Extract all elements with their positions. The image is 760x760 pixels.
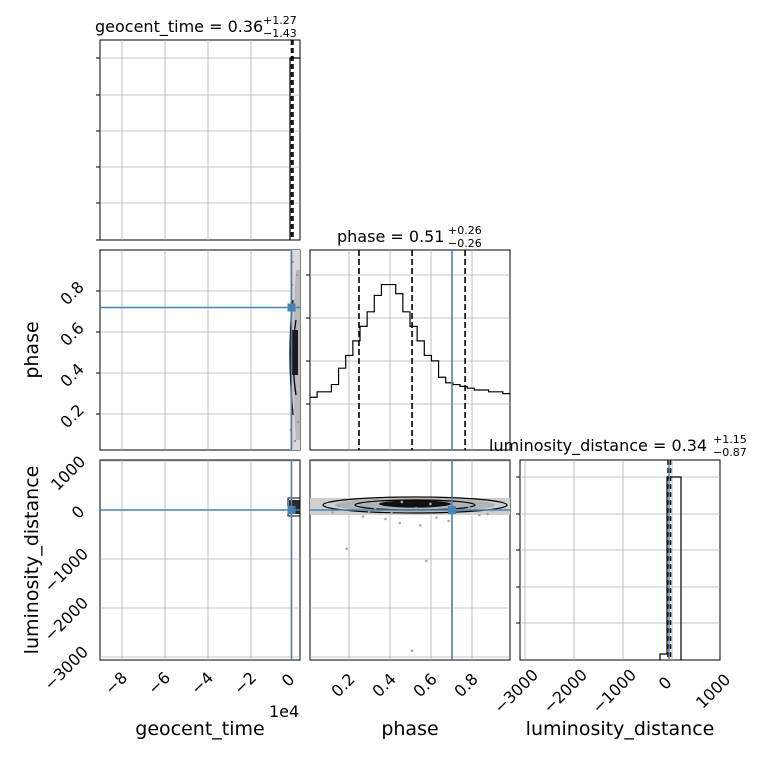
y-ticks [516, 476, 520, 624]
sample-point [478, 513, 481, 517]
panel-frame [99, 459, 301, 661]
x-tick-label: −2 [230, 668, 260, 698]
sample-point [467, 506, 471, 510]
x-tick-label: 0 [655, 673, 676, 694]
panel-frame [99, 249, 301, 451]
y-tick-label: 0 [68, 502, 89, 523]
y-ticks [96, 57, 100, 241]
x-tick-label: 0.6 [409, 669, 440, 700]
sample-point [331, 510, 334, 514]
truth-point [448, 506, 456, 514]
panel-frame [309, 459, 511, 661]
title-phase-plus: +0.26 [448, 224, 482, 237]
truth-point [287, 506, 296, 514]
y-tick-label: 0.6 [56, 318, 87, 349]
sample-point [414, 506, 418, 510]
sample-point [398, 521, 402, 525]
title-distance-plus: +1.15 [713, 433, 747, 446]
x-tick-label: −2000 [539, 665, 591, 717]
title-luminosity-distance: luminosity_distance = 0.34 [489, 436, 707, 456]
x-tick-label: −3000 [490, 665, 542, 717]
y-tick-label: −1000 [40, 544, 92, 596]
sample-point [361, 515, 365, 518]
x-tick-label: −4 [187, 668, 217, 698]
panel-phase-hist: phase = 0.51 +0.26 −0.26 [306, 224, 511, 451]
x-axis-label-luminosity-distance: luminosity_distance [526, 718, 715, 740]
sample-point [429, 502, 432, 506]
y-ticks [96, 290, 100, 415]
phase-x-tick-labels: 0.2 0.4 0.6 0.8 [327, 669, 481, 700]
sample-point [337, 504, 340, 508]
sample-point [410, 649, 414, 653]
x-tick-label: 0.8 [450, 669, 481, 700]
truth-point [287, 303, 296, 312]
sample-point [384, 517, 387, 521]
title-distance-minus: −0.87 [713, 446, 747, 459]
y-tick-label: 0.4 [56, 359, 87, 390]
grid [310, 460, 510, 660]
y-axis-label-luminosity-distance: luminosity_distance [21, 466, 43, 655]
geocent-x-tick-labels: −8 −6 −4 −2 0 [101, 668, 298, 698]
sample-point [425, 559, 428, 563]
panel-geocent-time-hist: geocent_time = 0.36 +1.27 −1.43 [95, 14, 301, 241]
histogram-step [310, 283, 510, 398]
y-ticks [306, 274, 310, 405]
x-tick-label: 0 [278, 670, 299, 691]
sample-point [486, 512, 489, 516]
grid [100, 460, 300, 660]
distance-x-tick-labels: −3000 −2000 −1000 0 1000 [490, 665, 734, 717]
sample-point [345, 547, 349, 551]
panel-frame [99, 39, 301, 241]
x-tick-label: 1000 [692, 670, 734, 712]
contour-line [322, 496, 508, 514]
x-tick-label: 0.2 [327, 669, 358, 700]
title-geocent-time-minus: −1.43 [263, 27, 297, 40]
panel-phase-vs-geocent-time [96, 249, 301, 451]
x-offset-label: 1e4 [269, 702, 299, 721]
sample-point [435, 516, 438, 519]
panel-distance-hist: luminosity_distance = 0.34 +1.15 −0.87 [489, 433, 747, 661]
panel-frame [519, 459, 721, 661]
y-tick-label: 1000 [47, 452, 89, 494]
sample-point [390, 511, 393, 515]
sample-point [418, 524, 422, 527]
x-axis-label-phase: phase [381, 718, 438, 740]
phase-y-tick-labels: 0.8 0.6 0.4 0.2 [56, 277, 87, 431]
y-tick-label: 0.8 [56, 277, 87, 308]
title-phase: phase = 0.51 [337, 227, 444, 246]
x-tick-label: −1000 [588, 665, 640, 717]
histogram-step [289, 57, 300, 240]
distance-y-tick-labels: 1000 0 −1000 −2000 −3000 [40, 452, 92, 694]
panel-frame [309, 249, 511, 451]
y-axis-label-phase: phase [21, 321, 43, 378]
title-geocent-time-plus: +1.27 [263, 14, 297, 27]
x-tick-label: 0.4 [368, 669, 399, 700]
title-phase-minus: −0.26 [448, 237, 482, 250]
contour-core [379, 500, 451, 508]
y-tick-label: 0.2 [56, 400, 87, 431]
y-tick-label: −3000 [40, 642, 92, 694]
panel-distance-vs-phase [309, 459, 511, 689]
grid [100, 250, 300, 450]
grid [520, 460, 720, 660]
y-tick-label: −2000 [40, 593, 92, 645]
phase-hist-layer [310, 250, 510, 450]
x-axis-label-geocent-time: geocent_time [135, 718, 264, 740]
sample-point [400, 500, 404, 504]
contour-core [290, 330, 298, 375]
histogram-step [659, 476, 682, 660]
grid [100, 40, 300, 240]
x-tick-label: −6 [144, 668, 174, 698]
sample-point [447, 519, 451, 523]
panel-distance-vs-geocent-time [99, 459, 301, 661]
x-tick-label: −8 [101, 668, 131, 698]
sample-point [374, 506, 377, 510]
title-geocent-time: geocent_time = 0.36 [95, 17, 263, 37]
sample-point [443, 686, 446, 689]
truth-markers [100, 250, 510, 660]
